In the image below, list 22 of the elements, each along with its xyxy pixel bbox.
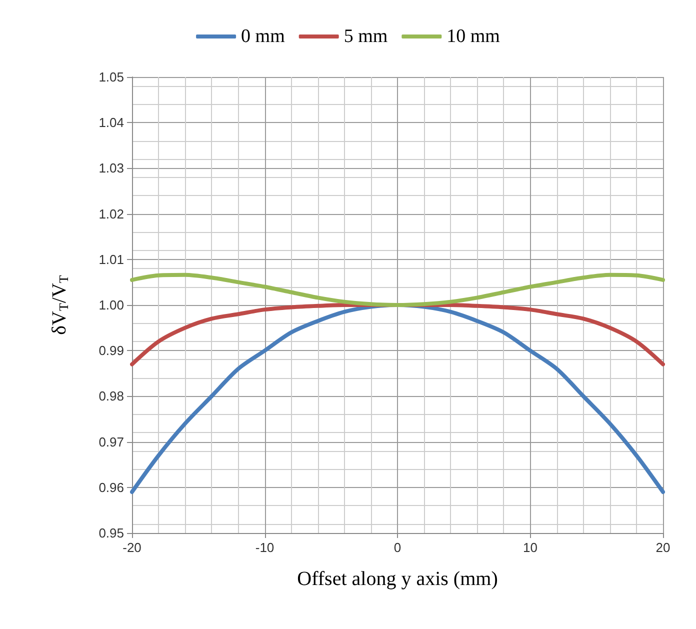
y-tick-label: 1.00 <box>98 298 124 312</box>
x-tick-label: -20 <box>122 540 142 555</box>
y-tick-label: 0.96 <box>98 480 124 495</box>
y-tick-label: 0.98 <box>98 388 124 404</box>
x-axis-title: Offset along y axis (mm) <box>297 568 498 590</box>
legend-label: 5 mm <box>344 26 388 47</box>
y-tick-label: 0.95 <box>98 526 124 540</box>
y-tick-label: 0.99 <box>98 343 124 358</box>
y-tick-label: 1.03 <box>98 160 124 176</box>
x-tick-label: 10 <box>523 540 538 555</box>
legend-label: 10 mm <box>446 26 500 47</box>
y-axis-title: δVT/VT <box>48 275 71 335</box>
y-tick-label: 0.97 <box>98 434 124 450</box>
y-tick-label: 1.02 <box>98 206 124 222</box>
y-tick-label: 1.05 <box>98 70 124 84</box>
y-tick-label: 1.04 <box>98 115 124 130</box>
y-tick-label: 1.01 <box>98 252 124 267</box>
x-tick-label: 20 <box>656 540 670 555</box>
line-series <box>130 272 665 307</box>
legend-label: 0 mm <box>241 26 286 47</box>
x-tick-label: 0 <box>394 540 402 555</box>
x-tick-label: -10 <box>255 540 274 555</box>
